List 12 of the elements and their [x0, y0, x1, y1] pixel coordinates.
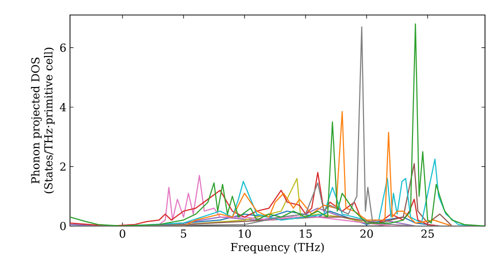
x-tick-label: 0: [120, 230, 126, 238]
y-axis-title: Phonon projected DOS (States/THz·primitive cell): [30, 48, 55, 194]
x-tick-label: 15: [300, 230, 312, 238]
y-tick-label: 2: [60, 162, 66, 171]
y-tick-label: 4: [60, 103, 66, 112]
x-tick-label: 20: [360, 230, 373, 238]
y-tick-label: 0: [60, 222, 66, 230]
x-axis-title: Frequency (THz): [230, 242, 324, 254]
x-tick-label: 5: [180, 230, 186, 238]
x-tick-label: 25: [421, 230, 434, 238]
y-tick-label: 6: [60, 44, 66, 52]
x-tick-label: 10: [238, 230, 251, 238]
